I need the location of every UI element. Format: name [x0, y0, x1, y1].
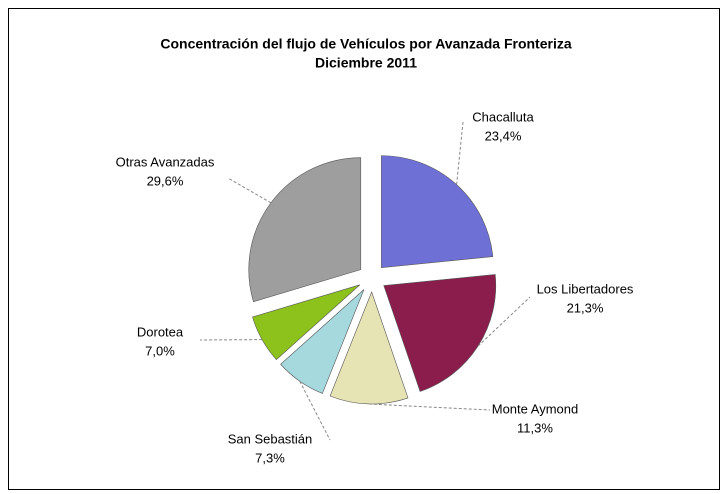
pie-slice: [252, 284, 360, 361]
value-label: 7,0%: [145, 343, 175, 358]
leader-line: [227, 177, 272, 204]
slice-label: Dorotea: [137, 324, 184, 339]
leader-line: [368, 403, 491, 411]
leader-line: [299, 381, 331, 441]
leader-line: [456, 121, 464, 185]
value-label: 21,3%: [567, 300, 604, 315]
slice-label: Chacalluta: [472, 109, 534, 124]
slice-label: San Sebastián: [228, 431, 313, 446]
value-label: 7,3%: [255, 450, 285, 465]
value-label: 11,3%: [517, 420, 553, 435]
leader-line: [477, 296, 531, 347]
slice-label: Monte Aymond: [492, 401, 578, 416]
value-label: 23,4%: [485, 128, 522, 143]
slice-label: Los Libertadores: [537, 281, 634, 296]
value-label: 29,6%: [147, 173, 184, 188]
pie-slice: [381, 155, 494, 268]
chart-border: [8, 8, 720, 490]
slice-label: Otras Avanzadas: [116, 154, 215, 169]
chart-subtitle: Diciembre 2011: [315, 55, 417, 71]
chart-title: Concentración del flujo de Vehículos por…: [160, 36, 571, 52]
